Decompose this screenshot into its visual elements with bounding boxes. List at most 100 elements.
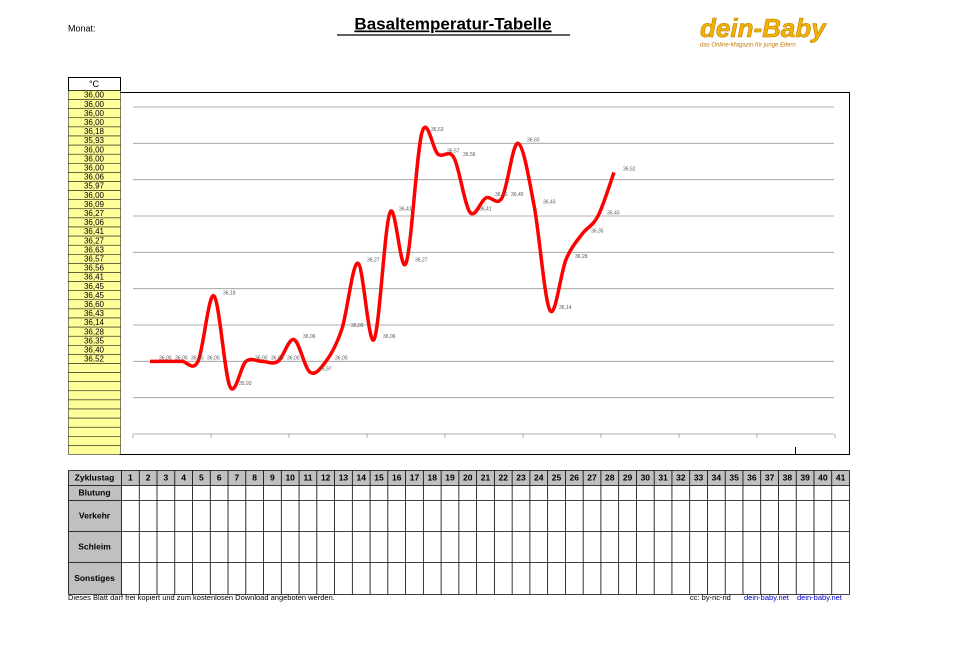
data-label: 36,06 bbox=[303, 334, 316, 340]
day-number: 15 bbox=[374, 472, 384, 482]
day-number: 30 bbox=[641, 472, 651, 482]
day-number: 41 bbox=[836, 472, 846, 482]
day-number: 22 bbox=[499, 472, 509, 482]
data-label: 36,09 bbox=[351, 323, 364, 329]
day-number: 20 bbox=[463, 472, 473, 482]
day-number: 33 bbox=[694, 472, 704, 482]
day-number: 19 bbox=[445, 472, 455, 482]
value-cell bbox=[68, 372, 121, 382]
data-label: 36,40 bbox=[607, 210, 620, 216]
value-cell-text: 36,18 bbox=[84, 127, 105, 136]
value-cell-text: 36,35 bbox=[84, 336, 105, 345]
day-number: 38 bbox=[783, 472, 793, 482]
data-label: 36,63 bbox=[431, 127, 444, 133]
data-label: 36,00 bbox=[175, 356, 188, 362]
data-label: 36,57 bbox=[447, 149, 460, 155]
day-number: 5 bbox=[199, 472, 204, 482]
value-cell bbox=[68, 417, 121, 428]
day-number: 17 bbox=[410, 472, 420, 482]
value-cell-text: 36,43 bbox=[84, 309, 105, 318]
day-number: 24 bbox=[534, 472, 544, 482]
value-cell bbox=[68, 381, 121, 392]
data-label: 36,00 bbox=[255, 356, 268, 362]
value-cell-text: 36,27 bbox=[84, 236, 105, 245]
day-number: 1 bbox=[128, 472, 133, 482]
data-label: 36,43 bbox=[543, 199, 556, 205]
day-number: 28 bbox=[605, 472, 615, 482]
logo: dein-Baby bbox=[700, 13, 827, 43]
value-cell-text: 36,06 bbox=[84, 173, 105, 182]
day-number: 6 bbox=[217, 472, 222, 482]
data-label: 36,00 bbox=[271, 356, 284, 362]
value-cell-text: 36,41 bbox=[84, 273, 105, 282]
day-number: 26 bbox=[570, 472, 580, 482]
footer-link: dein-baby.net bbox=[744, 593, 790, 602]
data-label: 36,45 bbox=[495, 192, 508, 198]
value-cell-text: 36,00 bbox=[84, 91, 105, 100]
day-number: 10 bbox=[285, 472, 295, 482]
day-number: 7 bbox=[235, 472, 240, 482]
day-number: 37 bbox=[765, 472, 775, 482]
data-label: 36,06 bbox=[383, 334, 396, 340]
data-label: 36,52 bbox=[623, 167, 636, 173]
data-label: 36,00 bbox=[191, 356, 204, 362]
data-label: 36,45 bbox=[511, 192, 524, 198]
day-number: 27 bbox=[587, 472, 597, 482]
value-cell-text: 36,09 bbox=[84, 200, 105, 209]
value-cell-text: 36,00 bbox=[84, 109, 105, 118]
data-label: 36,00 bbox=[287, 356, 300, 362]
day-number: 23 bbox=[516, 472, 526, 482]
logo-tagline: das Online-Magazin für junge Eltern bbox=[700, 43, 796, 49]
footer-note: Dieses Blatt darf frei kopiert und zum k… bbox=[68, 593, 335, 602]
day-number: 34 bbox=[712, 472, 722, 482]
day-number: 8 bbox=[252, 472, 257, 482]
month-label: Monat: bbox=[68, 23, 96, 33]
data-label: 36,18 bbox=[223, 290, 236, 296]
data-label: 36,28 bbox=[575, 254, 588, 260]
temperature-line bbox=[150, 125, 616, 391]
day-number: 21 bbox=[481, 472, 491, 482]
row-label: Sonstiges bbox=[74, 573, 115, 583]
value-cell bbox=[68, 436, 121, 446]
day-number: 36 bbox=[747, 472, 757, 482]
value-cell bbox=[68, 445, 121, 455]
footer-license: cc: by-nc-nd bbox=[690, 593, 731, 602]
value-cell-text: 36,00 bbox=[84, 118, 105, 127]
value-cell-text: 35,93 bbox=[84, 136, 105, 145]
value-cell-text: 36,28 bbox=[84, 327, 105, 336]
value-cell-text: 36,45 bbox=[84, 282, 105, 291]
value-cell bbox=[68, 408, 121, 419]
data-label: 36,60 bbox=[527, 138, 540, 144]
day-number: 4 bbox=[181, 472, 186, 482]
data-label: 36,35 bbox=[591, 228, 604, 234]
row-label: Verkehr bbox=[79, 510, 111, 520]
day-number: 35 bbox=[729, 472, 739, 482]
day-number: 14 bbox=[356, 472, 366, 482]
value-cell-text: 36,52 bbox=[84, 355, 105, 364]
data-label: 36,00 bbox=[207, 356, 220, 362]
data-label: 36,41 bbox=[479, 207, 492, 213]
value-cell-text: 36,60 bbox=[84, 300, 105, 309]
data-label: 36,00 bbox=[335, 356, 348, 362]
unit-label: °C bbox=[89, 79, 100, 89]
data-label: 35,93 bbox=[239, 381, 252, 387]
day-number: 31 bbox=[658, 472, 668, 482]
value-cell-text: 36,40 bbox=[84, 345, 105, 354]
day-number: 3 bbox=[164, 472, 169, 482]
value-cell bbox=[68, 399, 121, 410]
day-number: 16 bbox=[392, 472, 402, 482]
day-number: 40 bbox=[818, 472, 828, 482]
data-label: 35,97 bbox=[319, 367, 332, 373]
chart-frame bbox=[119, 92, 850, 455]
data-label: 36,27 bbox=[415, 258, 428, 264]
day-number: 29 bbox=[623, 472, 633, 482]
data-label: 36,00 bbox=[159, 356, 172, 362]
value-cell-text: 36,56 bbox=[84, 264, 105, 273]
value-cell-text: 35,97 bbox=[84, 182, 105, 191]
value-cell bbox=[68, 426, 121, 437]
value-cell-text: 36,00 bbox=[84, 145, 105, 154]
value-cell-text: 36,00 bbox=[84, 191, 105, 200]
row-label-bg bbox=[68, 485, 122, 595]
value-cell-text: 36,00 bbox=[84, 100, 105, 109]
data-label: 36,56 bbox=[463, 152, 476, 158]
